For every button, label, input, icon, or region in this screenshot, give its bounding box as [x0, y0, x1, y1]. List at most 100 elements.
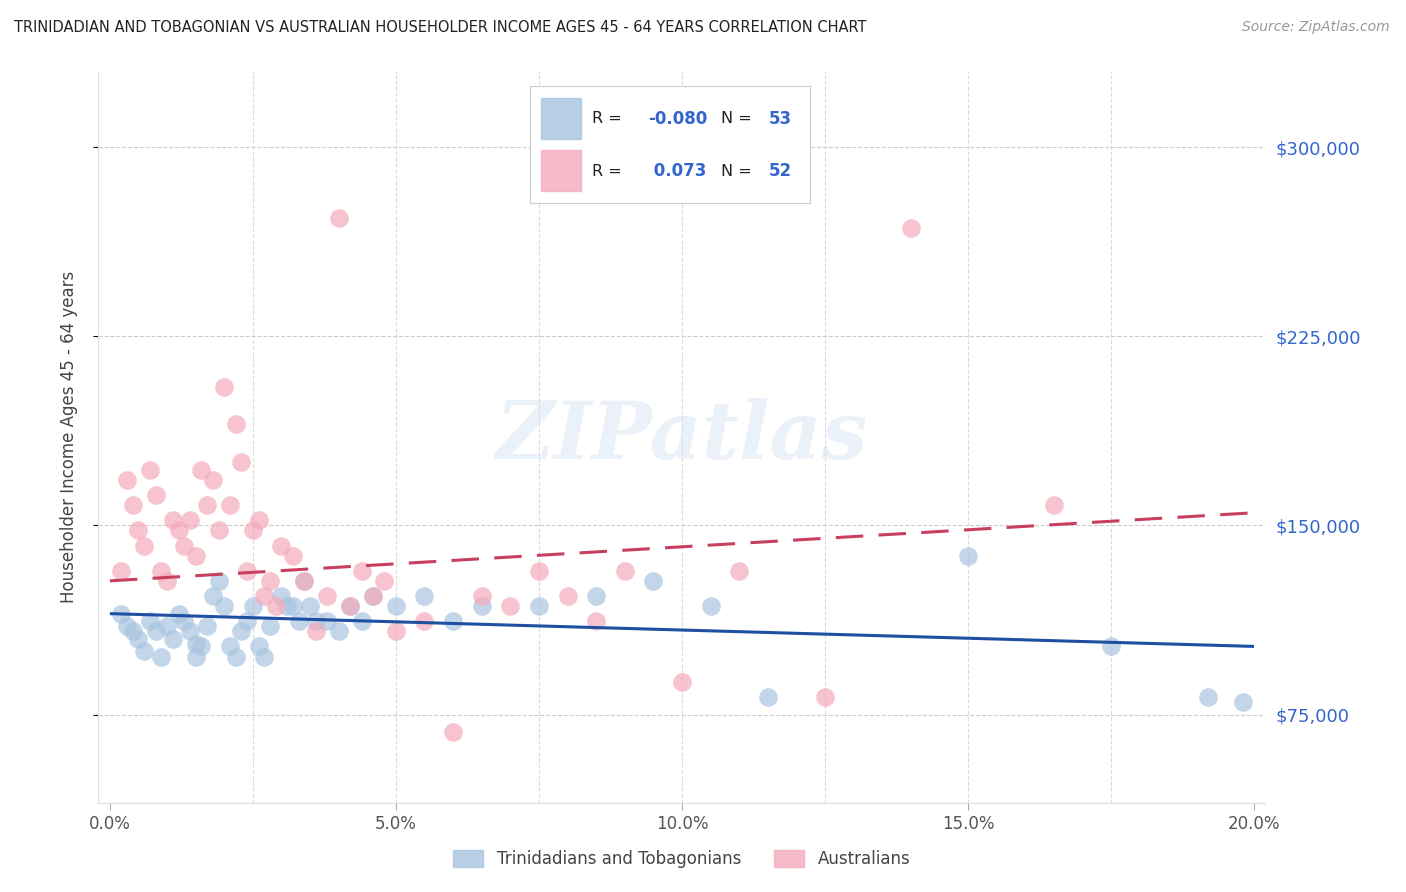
Point — [167, 524, 190, 538]
Point — [413, 589, 436, 603]
Point — [225, 649, 247, 664]
Point — [219, 640, 242, 654]
Point — [557, 589, 579, 603]
Point — [179, 513, 201, 527]
Text: TRINIDADIAN AND TOBAGONIAN VS AUSTRALIAN HOUSEHOLDER INCOME AGES 45 - 64 YEARS C: TRINIDADIAN AND TOBAGONIAN VS AUSTRALIAN… — [14, 20, 866, 35]
Point — [305, 624, 328, 639]
Point — [139, 614, 162, 628]
Point — [219, 498, 242, 512]
Point — [900, 220, 922, 235]
Point — [190, 463, 212, 477]
Point — [184, 549, 207, 563]
Point — [339, 599, 361, 613]
Point — [139, 463, 162, 477]
Point — [287, 614, 309, 628]
Point — [385, 599, 408, 613]
Point — [110, 564, 132, 578]
Point — [156, 619, 179, 633]
Point — [756, 690, 779, 704]
Point — [316, 589, 339, 603]
Point — [207, 524, 229, 538]
Point — [190, 640, 212, 654]
Point — [305, 614, 328, 628]
Point — [613, 564, 636, 578]
Point — [134, 539, 156, 553]
Point — [162, 632, 184, 646]
Point — [184, 637, 207, 651]
Legend: Trinidadians and Tobagonians, Australians: Trinidadians and Tobagonians, Australian… — [447, 844, 917, 875]
Point — [236, 564, 259, 578]
Point — [179, 624, 201, 639]
Point — [110, 607, 132, 621]
Point — [1099, 640, 1122, 654]
Point — [167, 607, 190, 621]
Point — [814, 690, 837, 704]
Point — [328, 211, 350, 225]
Point — [127, 632, 149, 646]
Point — [292, 574, 315, 588]
Point — [339, 599, 361, 613]
Point — [441, 614, 464, 628]
Point — [413, 614, 436, 628]
Point — [225, 417, 247, 432]
Point — [115, 619, 138, 633]
Point — [350, 614, 373, 628]
Point — [1232, 695, 1254, 709]
Point — [499, 599, 522, 613]
Point — [1042, 498, 1064, 512]
Point — [253, 649, 276, 664]
Point — [145, 488, 167, 502]
Point — [236, 614, 259, 628]
Point — [270, 589, 292, 603]
Point — [115, 473, 138, 487]
Point — [316, 614, 339, 628]
Point — [728, 564, 751, 578]
Point — [585, 614, 607, 628]
Point — [195, 498, 218, 512]
Point — [184, 649, 207, 664]
Point — [121, 624, 143, 639]
Point — [373, 574, 395, 588]
Point — [242, 599, 264, 613]
Point — [671, 674, 693, 689]
Point — [145, 624, 167, 639]
Point — [247, 513, 270, 527]
Point — [643, 574, 665, 588]
Point — [350, 564, 373, 578]
Point — [956, 549, 979, 563]
Point — [527, 599, 550, 613]
Point — [214, 599, 236, 613]
Point — [441, 725, 464, 739]
Point — [328, 624, 350, 639]
Point — [201, 473, 224, 487]
Point — [471, 589, 494, 603]
Point — [214, 379, 236, 393]
Y-axis label: Householder Income Ages 45 - 64 years: Householder Income Ages 45 - 64 years — [59, 271, 77, 603]
Point — [173, 539, 195, 553]
Point — [121, 498, 143, 512]
Point — [134, 644, 156, 658]
Point — [207, 574, 229, 588]
Text: ZIPatlas: ZIPatlas — [496, 399, 868, 475]
Point — [201, 589, 224, 603]
Point — [276, 599, 298, 613]
Point — [253, 589, 276, 603]
Point — [259, 574, 281, 588]
Point — [173, 614, 195, 628]
Point — [361, 589, 384, 603]
Point — [150, 649, 173, 664]
Point — [231, 624, 253, 639]
Point — [385, 624, 408, 639]
Point — [527, 564, 550, 578]
Point — [264, 599, 287, 613]
Point — [270, 539, 292, 553]
Point — [162, 513, 184, 527]
Point — [281, 599, 304, 613]
Point — [1197, 690, 1219, 704]
Point — [471, 599, 494, 613]
Point — [259, 619, 281, 633]
Point — [699, 599, 721, 613]
Point — [299, 599, 322, 613]
Point — [195, 619, 218, 633]
Text: Source: ZipAtlas.com: Source: ZipAtlas.com — [1241, 20, 1389, 34]
